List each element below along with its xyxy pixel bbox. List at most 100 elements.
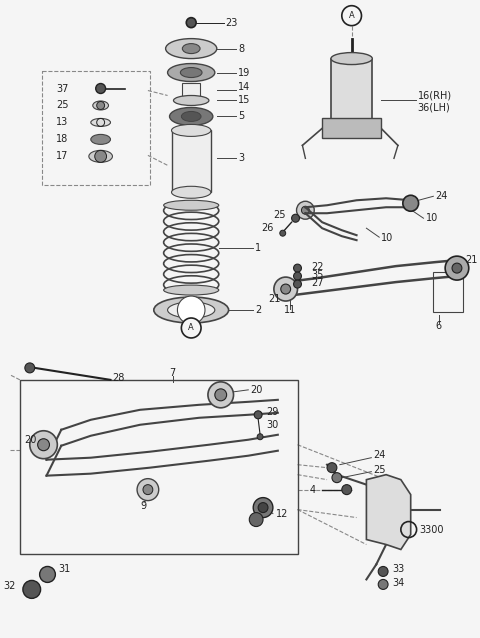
Circle shape [332,473,342,482]
Text: 15: 15 [239,96,251,105]
Circle shape [274,277,298,301]
Circle shape [40,567,55,582]
Circle shape [257,434,263,440]
Bar [322,119,381,138]
Text: 10: 10 [425,213,438,223]
Circle shape [23,581,41,598]
Circle shape [181,318,201,338]
Ellipse shape [171,186,211,198]
Circle shape [301,206,309,214]
Circle shape [249,512,263,526]
Text: 19: 19 [239,68,251,78]
Text: 31: 31 [59,565,71,574]
Text: 11: 11 [284,305,296,315]
Ellipse shape [180,68,202,78]
Circle shape [280,230,286,236]
Circle shape [143,485,153,494]
Text: 25: 25 [273,211,286,220]
Circle shape [254,411,262,419]
Text: 22: 22 [312,262,324,272]
Text: 16(RH): 16(RH) [418,91,452,101]
Ellipse shape [331,124,372,137]
Text: 25: 25 [373,464,386,475]
Text: 30: 30 [266,420,278,430]
Bar [20,380,298,554]
Ellipse shape [169,107,213,126]
Ellipse shape [182,43,200,54]
Circle shape [327,463,337,473]
Text: 26: 26 [261,223,274,234]
Text: 13: 13 [56,117,69,128]
Circle shape [215,389,227,401]
Text: 36(LH): 36(LH) [418,103,450,112]
Ellipse shape [171,124,211,137]
Circle shape [178,296,205,324]
Circle shape [342,485,352,494]
Circle shape [294,264,301,272]
Text: 14: 14 [239,82,251,91]
Circle shape [186,18,196,27]
Ellipse shape [168,64,215,82]
Circle shape [294,280,301,288]
Text: 3300: 3300 [420,524,444,535]
Bar [433,272,463,312]
Text: A: A [188,323,194,332]
Bar [171,130,211,192]
Text: 34: 34 [392,579,404,588]
Ellipse shape [89,151,112,162]
Text: 8: 8 [239,43,245,54]
Circle shape [258,503,268,512]
Text: 10: 10 [381,233,394,243]
Text: 5: 5 [239,112,245,121]
Circle shape [30,431,57,459]
Text: 24: 24 [435,191,448,201]
Bar [182,82,200,96]
Circle shape [378,579,388,590]
Text: 33: 33 [392,565,404,574]
Ellipse shape [168,302,215,318]
Circle shape [445,256,469,280]
Circle shape [294,272,301,280]
Text: 29: 29 [266,407,278,417]
Text: 4: 4 [309,485,315,494]
Text: 9: 9 [140,501,146,510]
Circle shape [96,101,105,110]
Ellipse shape [164,200,219,211]
Text: 32: 32 [4,581,16,591]
Text: 25: 25 [56,100,69,110]
Text: 3: 3 [239,153,245,163]
Ellipse shape [91,119,110,126]
Text: 18: 18 [56,135,69,144]
Bar [42,71,150,185]
Text: 20: 20 [24,434,36,445]
Ellipse shape [154,297,228,323]
Ellipse shape [345,55,359,63]
Polygon shape [366,475,411,549]
Circle shape [137,478,159,501]
Text: 21: 21 [465,255,477,265]
Text: 21: 21 [268,294,280,304]
Circle shape [378,567,388,577]
Text: 28: 28 [112,373,125,383]
Ellipse shape [173,96,209,105]
Ellipse shape [331,52,372,64]
Text: 37: 37 [56,84,69,94]
Text: 23: 23 [226,18,238,27]
Ellipse shape [93,101,108,110]
Circle shape [342,6,361,26]
Circle shape [208,382,234,408]
Circle shape [297,201,314,219]
Ellipse shape [181,112,201,121]
Text: 2: 2 [255,305,262,315]
Circle shape [452,263,462,273]
Text: 35: 35 [312,270,324,280]
Circle shape [403,195,419,211]
Text: 6: 6 [435,321,442,331]
Circle shape [37,439,49,450]
Circle shape [281,284,290,294]
Text: 20: 20 [250,385,263,395]
Circle shape [95,151,107,162]
Text: A: A [349,11,355,20]
Text: 24: 24 [373,450,385,460]
Circle shape [253,498,273,517]
